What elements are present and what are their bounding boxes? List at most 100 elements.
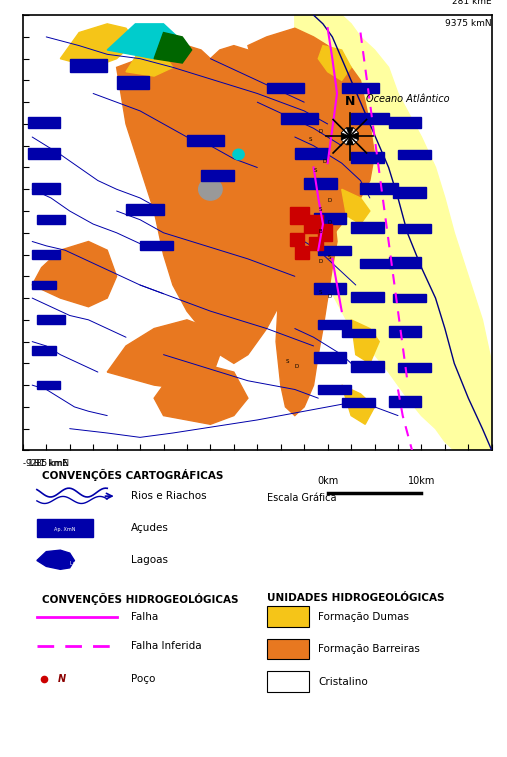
Bar — [351, 291, 384, 302]
Text: 10km: 10km — [408, 475, 435, 486]
Text: 9375 kmN: 9375 kmN — [445, 20, 492, 29]
Polygon shape — [154, 33, 192, 63]
Text: D: D — [318, 129, 322, 134]
Bar — [304, 216, 323, 233]
Polygon shape — [351, 319, 379, 363]
Bar — [313, 353, 346, 363]
Bar — [304, 179, 337, 189]
Polygon shape — [295, 15, 492, 450]
Bar — [70, 59, 107, 72]
Bar — [398, 363, 431, 372]
Bar — [37, 519, 93, 537]
Text: Falha Inferida: Falha Inferida — [131, 641, 201, 651]
Text: D: D — [328, 198, 332, 204]
Bar — [313, 283, 346, 294]
Bar — [309, 237, 323, 250]
Bar — [117, 76, 150, 89]
Text: S: S — [313, 168, 317, 173]
Bar — [318, 246, 351, 254]
Text: 281 kmE: 281 kmE — [452, 0, 492, 7]
Text: Ap. XmN: Ap. XmN — [54, 527, 76, 532]
Bar — [290, 232, 304, 246]
Bar — [360, 259, 393, 267]
Bar — [389, 326, 421, 338]
Bar — [267, 639, 309, 659]
Bar — [27, 117, 60, 128]
Polygon shape — [350, 128, 358, 136]
Circle shape — [199, 179, 222, 200]
Polygon shape — [248, 28, 375, 241]
Bar — [27, 148, 60, 159]
Polygon shape — [350, 132, 358, 140]
Bar — [267, 83, 304, 94]
Bar — [32, 182, 60, 194]
Bar — [351, 152, 384, 164]
Text: S: S — [328, 255, 331, 260]
Bar — [351, 361, 384, 372]
Text: S: S — [318, 207, 322, 212]
Bar — [37, 215, 65, 224]
Polygon shape — [60, 23, 135, 67]
Bar — [393, 294, 426, 302]
Bar — [342, 329, 375, 338]
Bar — [318, 320, 351, 329]
Text: B: B — [318, 229, 322, 234]
Bar — [126, 204, 163, 215]
Bar — [351, 222, 384, 233]
Bar — [342, 398, 375, 407]
Bar — [37, 316, 65, 324]
Bar — [281, 113, 318, 124]
Bar — [290, 207, 309, 224]
Text: D: D — [328, 294, 332, 299]
Bar — [318, 385, 351, 394]
Bar — [360, 182, 398, 194]
Bar — [318, 224, 333, 241]
Text: Poço: Poço — [131, 674, 155, 684]
Polygon shape — [37, 550, 75, 569]
Bar — [32, 346, 56, 354]
Text: Açudes: Açudes — [131, 523, 168, 533]
Text: CONVENÇÕES CARTOGRÁFICAS: CONVENÇÕES CARTOGRÁFICAS — [42, 469, 223, 481]
Text: 0km: 0km — [317, 475, 338, 486]
Text: Falha: Falha — [131, 612, 158, 621]
Polygon shape — [107, 319, 220, 389]
Polygon shape — [107, 23, 183, 59]
Text: UNIDADES HIDROGEOLÓGICAS: UNIDADES HIDROGEOLÓGICAS — [267, 593, 444, 603]
Polygon shape — [341, 132, 350, 140]
Text: D: D — [323, 159, 327, 164]
Bar — [398, 224, 431, 233]
Bar — [313, 213, 346, 224]
Bar — [295, 148, 328, 159]
Bar — [351, 113, 389, 124]
Bar — [342, 83, 379, 94]
Bar — [32, 281, 56, 289]
Bar — [37, 381, 60, 389]
Polygon shape — [154, 363, 248, 424]
Text: CONVENÇÕES HIDROGEOLÓGICAS: CONVENÇÕES HIDROGEOLÓGICAS — [42, 593, 238, 605]
Polygon shape — [318, 45, 351, 80]
Text: S: S — [318, 290, 322, 294]
Text: S: S — [285, 360, 289, 364]
Text: D: D — [295, 363, 299, 369]
Text: N: N — [58, 674, 66, 684]
Polygon shape — [126, 50, 173, 76]
Polygon shape — [346, 128, 353, 136]
Polygon shape — [342, 385, 375, 424]
Text: S: S — [309, 137, 312, 142]
Bar — [389, 117, 421, 128]
Polygon shape — [32, 241, 117, 307]
Polygon shape — [350, 136, 358, 145]
Text: Formação Dumas: Formação Dumas — [318, 612, 409, 621]
Text: Oceano Atlântico: Oceano Atlântico — [366, 94, 449, 104]
Text: N: N — [345, 95, 355, 108]
Bar — [295, 246, 309, 259]
Polygon shape — [117, 45, 333, 363]
Polygon shape — [341, 136, 350, 145]
Text: -9285 kmN: -9285 kmN — [23, 459, 69, 468]
Bar — [32, 250, 60, 259]
Bar — [187, 135, 225, 146]
Text: Rios e Riachos: Rios e Riachos — [131, 491, 206, 501]
Bar — [398, 150, 431, 159]
Polygon shape — [346, 136, 353, 145]
Text: Escala Gráfica: Escala Gráfica — [267, 494, 336, 503]
